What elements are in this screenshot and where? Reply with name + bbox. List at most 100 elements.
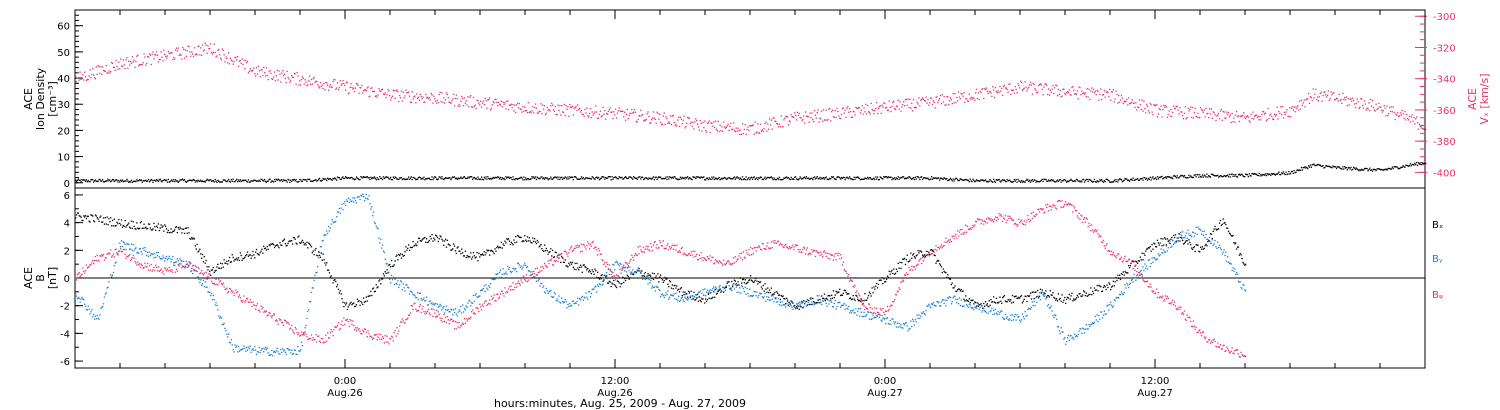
vx-point [820,118,822,120]
density-point [864,177,866,179]
density-point [449,177,451,179]
by-point [237,345,240,348]
bx-point [363,301,366,303]
density-point [1092,181,1094,183]
vx-point [424,101,426,103]
by-point [323,234,325,237]
density-point [828,178,830,181]
bx-point [182,228,184,230]
bx-point [1092,290,1094,293]
bx-point [106,216,108,218]
bx-point [76,212,79,214]
density-point [1139,178,1141,180]
vx-point [538,110,540,113]
bx-point [1061,294,1063,296]
density-point [1173,175,1175,177]
vx-point [129,60,132,63]
bx-point [284,242,286,245]
density-point [594,178,596,181]
density-point [1303,166,1305,169]
bx-point [938,260,940,262]
bx-point [479,256,481,258]
bx-point [706,298,709,301]
by-point [265,348,268,351]
density-point [719,179,721,181]
vx-point [775,120,777,123]
vx-point [584,108,586,111]
vx-point [870,102,872,105]
vx-point [912,99,915,101]
density-point [169,180,171,183]
vx-point [1284,113,1286,116]
by-point [358,196,360,198]
density-point [148,181,151,183]
bx-point [1060,300,1062,302]
vx-point [655,122,657,124]
by-point [455,313,457,315]
vx-point [674,125,676,127]
by-point [480,290,482,292]
density-point [1146,179,1149,181]
bx-point [1053,296,1055,298]
density-point [1344,167,1347,169]
vx-point [479,104,481,106]
density-point [269,178,271,180]
bx-point [833,296,835,299]
density-point [543,178,546,180]
vx-point [1020,81,1023,84]
vx-point [1371,99,1374,102]
bx-point [831,297,834,299]
bx-point [510,241,512,244]
bx-point [822,297,825,300]
bx-point [80,216,82,218]
density-point [173,179,175,181]
bx-point [1012,301,1015,303]
density-point [296,181,298,183]
vx-point [256,73,259,75]
bx-point [619,286,621,288]
by-point [198,278,200,281]
bx-point [418,237,421,239]
density-point [1362,169,1364,171]
vx-point [917,103,919,105]
density-point [385,176,387,178]
vx-point [846,107,848,109]
bx-point [580,266,583,268]
vx-point [505,108,507,110]
vx-point [185,55,187,58]
bx-point [669,280,671,282]
density-point [894,177,896,179]
bx-point [200,253,202,255]
density-point [111,178,114,181]
density-point [786,177,789,179]
bx-point [240,254,242,257]
density-point [820,178,822,180]
vx-point [1263,113,1266,115]
density-point [762,178,764,181]
vx-point [560,114,562,116]
density-point [1298,169,1300,172]
by-point [317,266,319,268]
density-point [649,177,651,180]
vx-point [882,106,884,108]
vx-point [833,116,835,118]
density-point [1344,166,1346,168]
density-point [599,178,601,180]
bx-point [336,284,339,286]
bx-point [411,246,413,249]
vx-point [952,93,954,95]
vx-point [1290,116,1292,118]
by-point [302,333,304,335]
bx-point [218,267,220,269]
vx-point [1335,97,1338,99]
vx-point [203,49,205,51]
density-point [707,178,709,181]
by-point [120,246,122,248]
vx-point [337,88,340,91]
density-point [257,180,259,182]
density-point [262,179,264,182]
vx-point [929,102,931,104]
vx-point [721,126,723,128]
bx-point [563,261,565,264]
vx-point [155,54,157,56]
